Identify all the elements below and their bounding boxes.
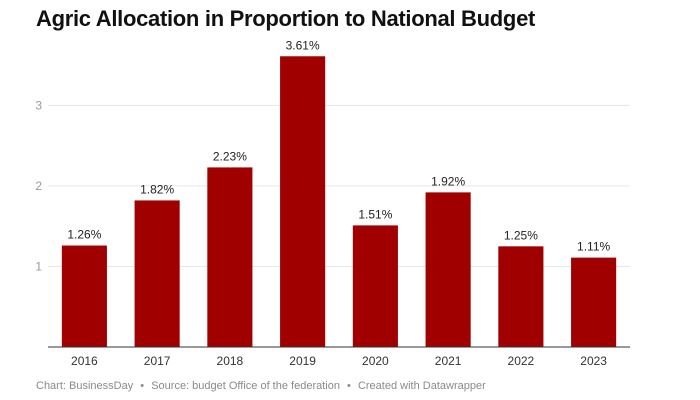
x-tick-label: 2021 [435,354,462,368]
x-tick-label: 2019 [289,354,316,368]
bar-2023 [571,257,617,347]
data-label: 1.92% [431,174,465,188]
y-tick-label: 2 [35,179,42,193]
bar-2019 [280,56,326,348]
bar-2016 [61,245,107,347]
bar-2021 [425,192,471,347]
data-label: 1.11% [577,240,610,254]
footer-separator: • [347,380,351,392]
data-label: 1.51% [358,207,392,221]
footer-separator: • [140,380,145,392]
data-label: 2.23% [213,149,247,163]
bar-2022 [498,246,544,347]
bar-chart: 1 2 3 1.26% 2016 1.82% 2017 2.23% 2018 3.61% 2019 1… [35,38,630,368]
y-tick-label: 3 [35,98,42,112]
bar-2018 [207,167,253,347]
chart-created-with: Created with Datawrapper [357,380,486,392]
x-tick-label: 2016 [71,354,98,368]
bar-2017 [134,200,180,347]
chart-credit: Chart: BusinessDay [36,380,134,392]
x-tick-label: 2022 [508,354,535,368]
data-label: 1.26% [67,228,101,242]
x-tick-label: 2023 [580,354,607,368]
y-tick-label: 1 [35,259,42,273]
chart-source: Source: budget Office of the federation [151,380,340,392]
chart-footer: Chart: BusinessDay • Source: budget Offi… [36,380,486,392]
data-label: 3.61% [286,38,320,52]
data-label: 1.82% [140,182,174,196]
x-tick-label: 2018 [217,354,244,368]
chart-title: Agric Allocation in Proportion to Nation… [36,6,536,31]
x-tick-label: 2020 [362,354,389,368]
bar-2020 [352,225,398,347]
x-tick-label: 2017 [144,354,171,368]
data-label: 1.25% [504,228,538,242]
